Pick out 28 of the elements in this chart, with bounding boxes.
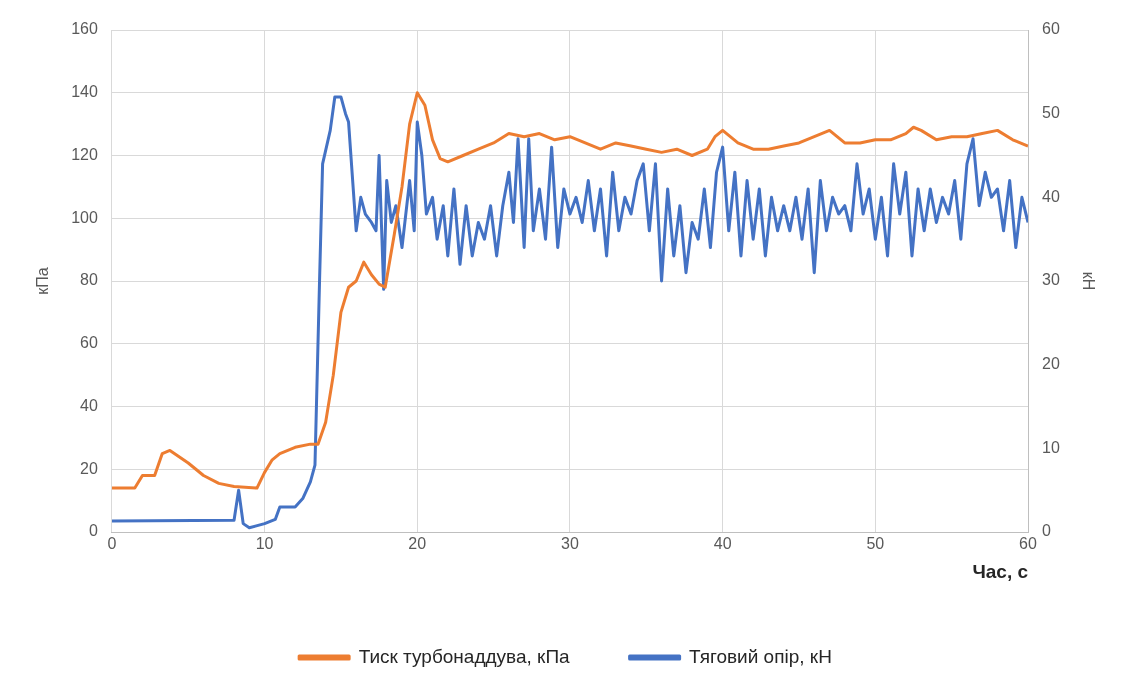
x-tick-label: 50: [866, 535, 885, 553]
y-tick-label: 20: [80, 459, 98, 477]
x-tick-label: 10: [255, 535, 274, 553]
y-tick-label: 100: [71, 208, 98, 226]
y2-axis-title: кН: [1079, 271, 1097, 291]
y2-tick-label: 40: [1042, 187, 1060, 205]
y-tick-label: 160: [71, 20, 98, 38]
y-tick-label: 120: [71, 145, 98, 163]
y-tick-label: 140: [71, 83, 98, 101]
y2-tick-label: 10: [1042, 438, 1060, 456]
y2-tick-label: 0: [1042, 522, 1051, 540]
y-tick-label: 80: [80, 271, 98, 289]
x-axis-title: Час, с: [972, 560, 1029, 582]
x-tick-label: 20: [408, 535, 427, 553]
legend-label: Тяговий опір, кН: [689, 645, 832, 667]
y-tick-label: 0: [88, 522, 98, 540]
x-tick-label: 60: [1019, 535, 1037, 553]
y-axis-title: кПа: [34, 267, 52, 295]
y2-tick-label: 60: [1042, 20, 1060, 38]
y-tick-label: 60: [80, 334, 98, 352]
y2-tick-label: 50: [1042, 104, 1060, 122]
x-tick-label: 0: [107, 535, 117, 553]
legend-label: Тиск турбонаддува, кПа: [358, 645, 571, 667]
y2-tick-label: 30: [1042, 271, 1060, 289]
x-tick-label: 40: [713, 535, 732, 553]
y2-tick-label: 20: [1042, 355, 1060, 373]
y-tick-label: 40: [80, 396, 98, 414]
x-tick-label: 30: [561, 535, 579, 553]
